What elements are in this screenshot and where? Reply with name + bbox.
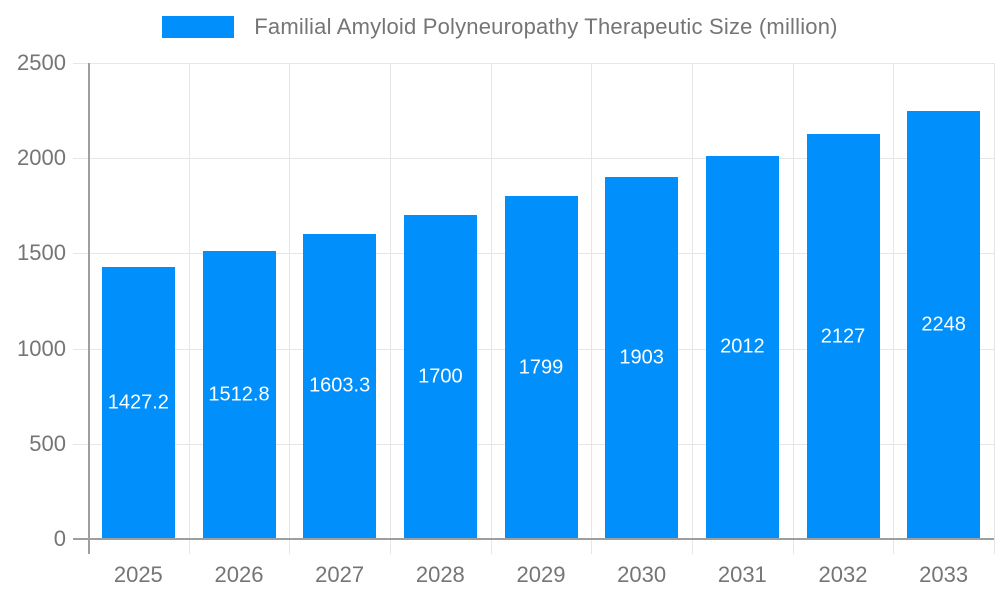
- x-gridline: [994, 63, 995, 554]
- bar-value-label: 1700: [418, 365, 463, 388]
- x-gridline: [490, 63, 492, 554]
- bar-2032[interactable]: 2127: [806, 134, 880, 539]
- y-tick-label: 500: [29, 430, 66, 456]
- x-gridline: [591, 63, 593, 554]
- bar-value-label: 1903: [619, 346, 664, 369]
- x-tick-label: 2031: [717, 562, 767, 587]
- bar-value-label: 2248: [921, 313, 966, 336]
- bar-value-label: 1512.8: [208, 383, 270, 406]
- x-tick-label: 2032: [818, 562, 868, 587]
- x-tick-label: 2030: [617, 562, 667, 587]
- x-gridline: [289, 63, 291, 554]
- y-axis-line: [88, 63, 90, 554]
- bar-value-label: 1603.3: [309, 374, 371, 397]
- bar-2028[interactable]: 1700: [403, 215, 477, 539]
- x-tick-label: 2027: [315, 562, 365, 587]
- x-gridline: [188, 63, 190, 554]
- bar-2026[interactable]: 1512.8: [202, 250, 276, 539]
- bar-value-label: 1427.2: [107, 391, 169, 414]
- x-tick-label: 2033: [919, 562, 969, 587]
- y-tick-label: 0: [53, 526, 66, 551]
- bar-value-label: 2012: [720, 335, 765, 358]
- bar-2033[interactable]: 2248: [907, 110, 981, 539]
- y-tick-label: 2000: [17, 145, 66, 171]
- x-axis-line: [73, 538, 994, 540]
- legend-item[interactable]: Familial Amyloid Polyneuropathy Therapeu…: [0, 14, 1000, 40]
- x-gridline: [692, 63, 693, 554]
- bar-2025[interactable]: 1427.2: [101, 267, 175, 539]
- y-gridline: [73, 63, 994, 64]
- y-gridline: [73, 158, 994, 160]
- bar-2031[interactable]: 2012: [705, 155, 779, 539]
- x-gridline: [390, 63, 391, 554]
- x-tick-label: 2029: [516, 562, 566, 587]
- bar-2029[interactable]: 1799: [504, 196, 578, 539]
- legend-label: Familial Amyloid Polyneuropathy Therapeu…: [254, 14, 838, 39]
- x-gridline: [893, 63, 895, 554]
- bar-2030[interactable]: 1903: [605, 176, 679, 539]
- y-tick-label: 1500: [17, 240, 66, 266]
- bar-2027[interactable]: 1603.3: [303, 233, 377, 539]
- y-tick-label: 2500: [17, 50, 66, 75]
- x-tick-label: 2026: [214, 562, 264, 587]
- bar-value-label: 1799: [518, 356, 564, 379]
- x-gridline: [792, 63, 794, 554]
- x-tick-label: 2028: [415, 562, 465, 587]
- bar-value-label: 2127: [820, 325, 866, 347]
- x-tick-label: 2025: [113, 562, 163, 587]
- legend-swatch: [162, 16, 235, 38]
- y-tick-label: 1000: [17, 335, 66, 361]
